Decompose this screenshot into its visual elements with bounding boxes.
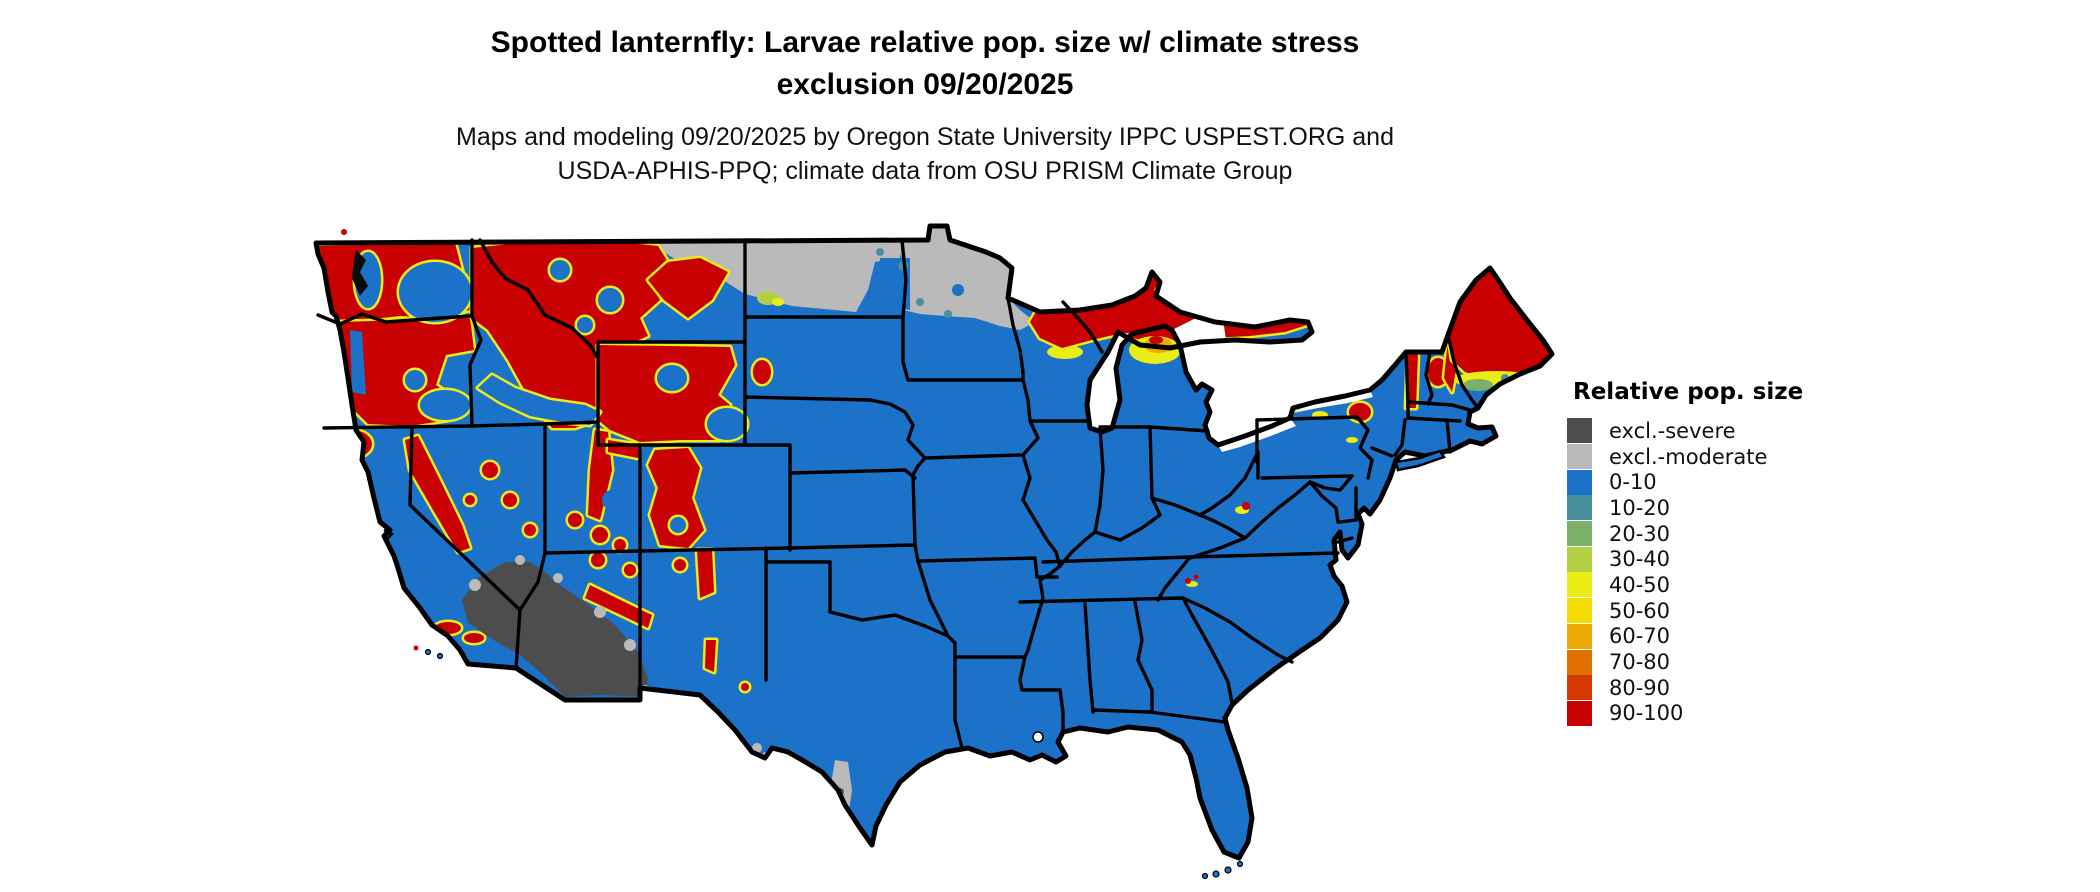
legend-swatch xyxy=(1567,649,1592,675)
state-borders xyxy=(316,238,1480,750)
legend-item-label: 20-30 xyxy=(1609,521,1671,546)
legend-item-label: 40-50 xyxy=(1609,572,1671,597)
legend-swatch xyxy=(1567,546,1592,572)
legend-swatch xyxy=(1567,495,1592,521)
map-title-line1: Spotted lanternfly: Larvae relative pop.… xyxy=(490,26,1360,59)
coastal-details xyxy=(341,229,1446,880)
legend-item: 20-30 xyxy=(1567,521,1803,547)
legend-swatch xyxy=(1567,521,1592,547)
legend-swatch xyxy=(1567,623,1592,649)
san-francisco-bay xyxy=(383,528,395,541)
legend-swatch xyxy=(1567,444,1592,470)
legend-item-label: excl.-moderate xyxy=(1609,444,1768,469)
legend: Relative pop. size excl.-severe excl.-mod… xyxy=(1567,379,1803,726)
legend-item: 90-100 xyxy=(1567,700,1803,727)
legend-item: excl.-severe xyxy=(1567,418,1803,444)
legend-item-label: 50-60 xyxy=(1609,598,1671,623)
legend-item: 0-10 xyxy=(1567,469,1803,495)
legend-item: 30-40 xyxy=(1567,546,1803,572)
legend-item-label: 0-10 xyxy=(1609,470,1657,495)
legend-item: 80-90 xyxy=(1567,675,1803,701)
legend-item-label: 90-100 xyxy=(1609,701,1684,726)
legend-item-label: 30-40 xyxy=(1609,547,1671,572)
legend-item-label: excl.-severe xyxy=(1609,418,1736,443)
legend-item-label: 10-20 xyxy=(1609,495,1671,520)
legend-item: 60-70 xyxy=(1567,623,1803,650)
legend-item: excl.-moderate xyxy=(1567,444,1803,470)
map-subtitle-line2: USDA-APHIS-PPQ; climate data from OSU PR… xyxy=(557,157,1293,185)
legend-swatch xyxy=(1567,469,1592,495)
florida-keys xyxy=(1201,860,1244,880)
channel-islands xyxy=(413,645,444,660)
puget-sound xyxy=(352,250,368,296)
legend-swatch xyxy=(1567,598,1592,624)
legend-swatch xyxy=(1567,675,1592,701)
map-title-line2: exclusion 09/20/2025 xyxy=(776,68,1074,101)
legend-item: 70-80 xyxy=(1567,649,1803,675)
legend-swatch xyxy=(1567,700,1592,726)
legend-swatch xyxy=(1567,572,1592,598)
legend-item: 40-50 xyxy=(1567,572,1803,598)
legend-items: excl.-severe excl.-moderate 0-10 10-20 20-30… xyxy=(1567,418,1803,726)
legend-item: 50-60 xyxy=(1567,598,1803,624)
legend-item: 10-20 xyxy=(1567,495,1803,521)
legend-item-label: 70-80 xyxy=(1609,650,1671,675)
legend-item-label: 60-70 xyxy=(1609,624,1671,649)
point-roberts-dot xyxy=(341,229,347,235)
long-island xyxy=(1394,449,1446,472)
legend-title: Relative pop. size xyxy=(1573,379,1804,405)
map-subtitle-line1: Maps and modeling 09/20/2025 by Oregon S… xyxy=(456,123,1394,151)
legend-swatch xyxy=(1567,418,1592,444)
legend-item-label: 80-90 xyxy=(1609,675,1671,700)
